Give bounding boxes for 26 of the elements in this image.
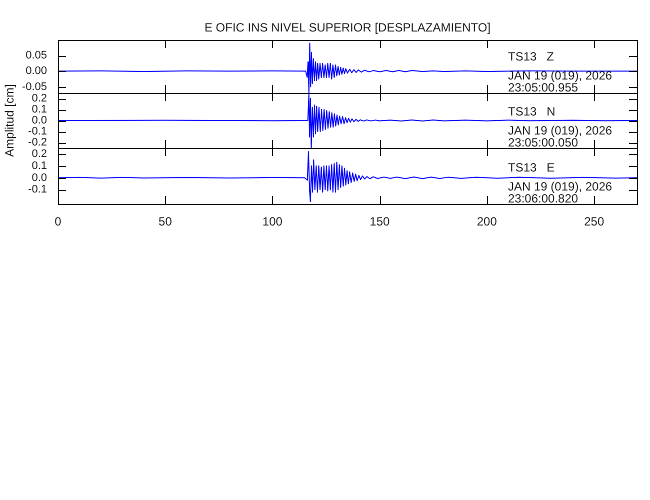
y-tick-label: 0.0: [32, 114, 47, 127]
annotation: JAN 19 (019), 2026: [508, 179, 612, 194]
y-tick-label: 0.05: [26, 50, 47, 62]
x-tick-label: 100: [262, 214, 283, 229]
y-tick-label: -0.05: [22, 80, 47, 93]
y-tick-label: 0.2: [32, 92, 47, 105]
y-tick-label: 0.00: [26, 65, 47, 78]
annotation: JAN 19 (019), 2026: [508, 68, 612, 82]
y-tick-label: 0.0: [32, 172, 47, 184]
x-tick-label: 0: [54, 214, 62, 229]
y-tick-label: -0.1: [28, 126, 47, 138]
annotation: JAN 19 (019), 2026: [508, 123, 612, 138]
annotation: TS13 E: [508, 160, 555, 174]
y-tick-label: 0.2: [32, 148, 47, 160]
y-axis-title: Amplitud [cm]: [2, 84, 16, 157]
x-tick-label: 200: [476, 214, 498, 229]
y-tick-label: -0.1: [28, 184, 47, 196]
x-tick-label: 150: [370, 214, 390, 229]
x-tick-label: 50: [158, 214, 172, 229]
chart-title: E OFIC INS NIVEL SUPERIOR [DESPLAZAMIENTO]: [204, 20, 491, 34]
annotation: TS13 Z: [508, 49, 554, 64]
y-tick-label: -0.2: [28, 136, 47, 149]
annotation: TS13 N: [508, 104, 556, 118]
y-tick-label: 0.1: [32, 104, 47, 116]
x-tick-label: 250: [584, 214, 604, 229]
y-tick-label: 0.1: [32, 160, 47, 172]
